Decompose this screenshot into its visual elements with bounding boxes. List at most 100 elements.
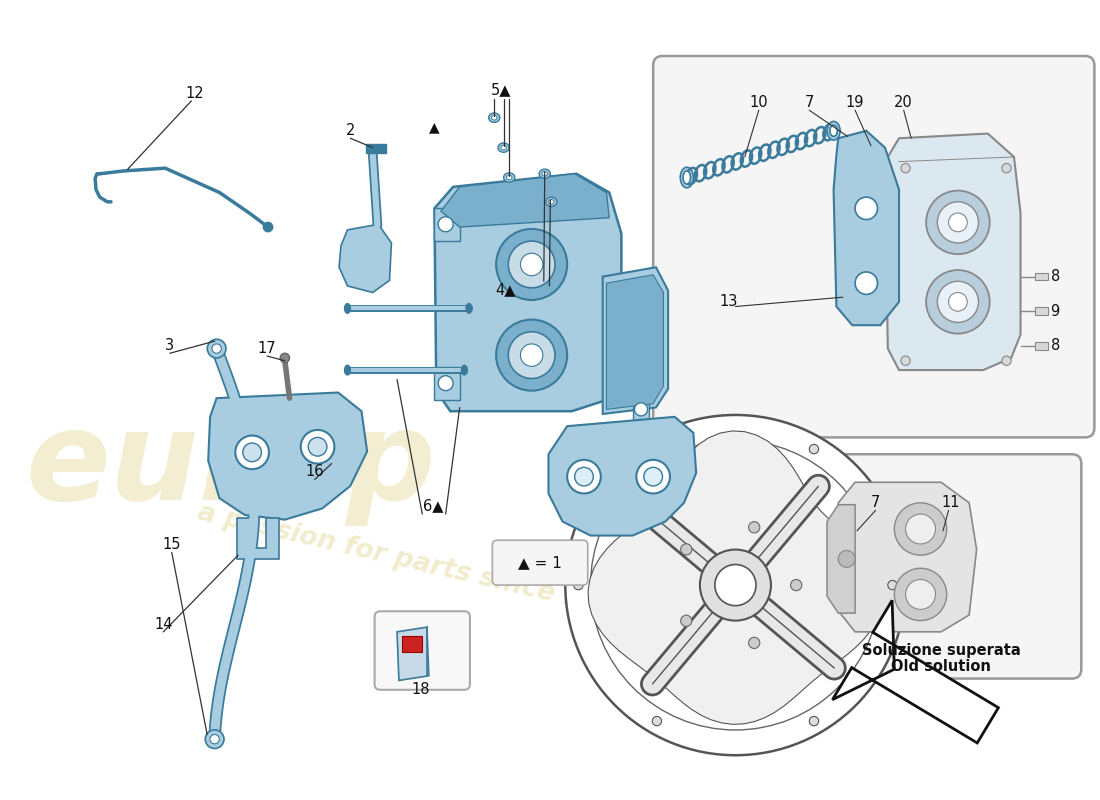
Text: 7: 7: [804, 95, 814, 110]
Text: 5▲: 5▲: [491, 82, 512, 97]
Polygon shape: [208, 393, 367, 520]
Text: 16: 16: [306, 465, 324, 479]
Circle shape: [905, 579, 935, 610]
Ellipse shape: [344, 366, 350, 374]
Polygon shape: [366, 144, 386, 154]
Polygon shape: [549, 417, 696, 535]
Ellipse shape: [462, 366, 468, 374]
Ellipse shape: [498, 143, 509, 152]
Polygon shape: [441, 174, 609, 227]
Text: 10: 10: [749, 95, 768, 110]
Circle shape: [749, 638, 760, 649]
FancyBboxPatch shape: [493, 540, 587, 585]
Text: 4▲: 4▲: [495, 282, 516, 297]
Text: ▲ = 1: ▲ = 1: [518, 555, 562, 570]
Circle shape: [206, 730, 224, 749]
Circle shape: [810, 717, 818, 726]
Polygon shape: [434, 367, 460, 400]
Circle shape: [211, 343, 222, 354]
Circle shape: [948, 213, 967, 232]
Circle shape: [937, 282, 979, 322]
Text: 14: 14: [154, 617, 173, 632]
Bar: [1035, 342, 1047, 350]
Text: Old solution: Old solution: [891, 659, 991, 674]
Ellipse shape: [539, 169, 550, 178]
Circle shape: [652, 445, 661, 454]
Ellipse shape: [500, 146, 506, 150]
Polygon shape: [339, 224, 392, 293]
Circle shape: [749, 522, 760, 533]
Circle shape: [207, 339, 226, 358]
Circle shape: [715, 565, 756, 606]
Polygon shape: [838, 482, 977, 632]
Circle shape: [438, 217, 453, 232]
Text: 3: 3: [165, 338, 175, 354]
Ellipse shape: [506, 175, 512, 180]
Circle shape: [926, 190, 990, 254]
Circle shape: [700, 550, 771, 621]
Circle shape: [926, 270, 990, 334]
Circle shape: [280, 354, 289, 362]
Text: 2: 2: [345, 123, 355, 138]
Bar: [1035, 307, 1047, 315]
FancyBboxPatch shape: [653, 56, 1094, 438]
Polygon shape: [886, 134, 1021, 370]
Polygon shape: [397, 627, 429, 681]
Polygon shape: [434, 174, 621, 411]
Circle shape: [635, 403, 648, 416]
Bar: [402, 635, 422, 652]
Text: 8: 8: [1050, 269, 1059, 284]
Text: 12: 12: [186, 86, 205, 101]
Circle shape: [894, 568, 947, 621]
Ellipse shape: [492, 115, 497, 120]
Circle shape: [574, 581, 583, 590]
Ellipse shape: [829, 125, 837, 136]
Ellipse shape: [680, 167, 693, 188]
Circle shape: [235, 435, 270, 469]
Polygon shape: [833, 600, 999, 743]
Text: 13: 13: [719, 294, 738, 310]
Bar: [1035, 273, 1047, 280]
Text: ▲: ▲: [429, 120, 440, 134]
Text: 11: 11: [942, 495, 959, 510]
Circle shape: [1002, 356, 1011, 366]
Text: 9: 9: [1050, 304, 1059, 318]
Text: 20: 20: [894, 95, 913, 110]
Circle shape: [508, 241, 556, 288]
Circle shape: [810, 445, 818, 454]
FancyBboxPatch shape: [817, 454, 1081, 678]
Circle shape: [855, 197, 878, 219]
Polygon shape: [827, 505, 855, 613]
Circle shape: [212, 344, 221, 354]
Circle shape: [520, 344, 543, 366]
Ellipse shape: [488, 113, 499, 122]
Circle shape: [937, 202, 979, 243]
Polygon shape: [603, 267, 668, 414]
Circle shape: [243, 443, 262, 462]
Text: 8: 8: [1050, 338, 1059, 354]
Circle shape: [1002, 163, 1011, 173]
Circle shape: [948, 293, 967, 311]
Ellipse shape: [344, 304, 350, 313]
Circle shape: [652, 717, 661, 726]
Text: 19: 19: [846, 95, 865, 110]
Ellipse shape: [542, 171, 548, 176]
Circle shape: [565, 415, 905, 755]
Ellipse shape: [546, 197, 557, 206]
Polygon shape: [632, 390, 649, 421]
Text: 6▲: 6▲: [424, 498, 443, 513]
Circle shape: [209, 734, 220, 745]
Polygon shape: [606, 274, 663, 410]
Text: 7: 7: [871, 495, 880, 510]
Circle shape: [888, 581, 898, 590]
Polygon shape: [434, 208, 460, 241]
Circle shape: [644, 467, 662, 486]
FancyBboxPatch shape: [375, 611, 470, 690]
Circle shape: [210, 734, 219, 744]
Circle shape: [636, 460, 670, 494]
Polygon shape: [238, 518, 279, 559]
Circle shape: [838, 550, 855, 567]
Circle shape: [681, 615, 692, 626]
Circle shape: [901, 163, 910, 173]
Circle shape: [300, 430, 334, 463]
